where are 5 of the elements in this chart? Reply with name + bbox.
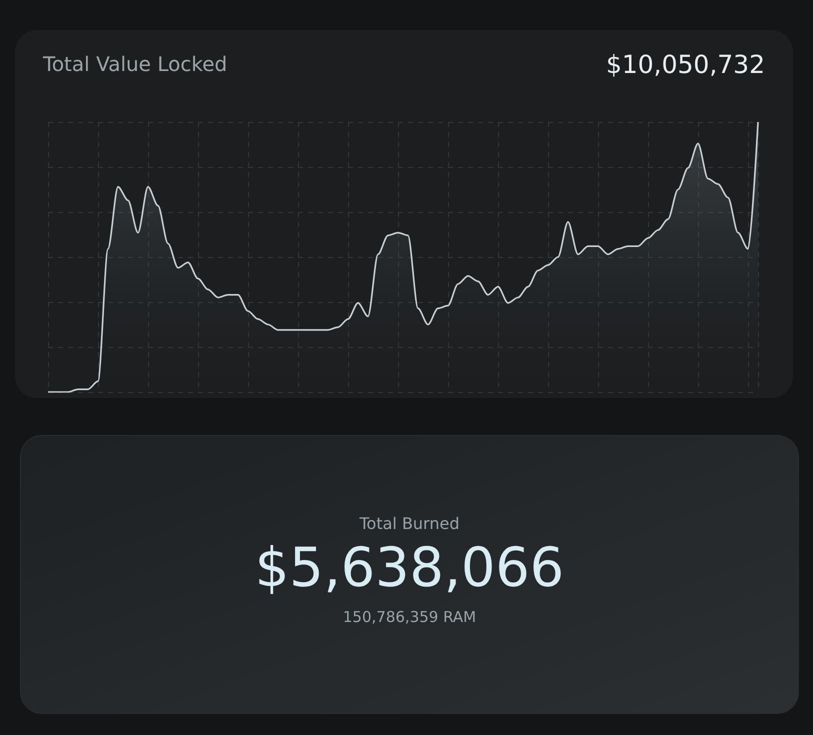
text: $5,638,066 [254, 536, 566, 599]
text: Total Burned [358, 514, 460, 533]
chart-title: Total Value Locked [43, 52, 228, 76]
text: $10,050,732 [606, 50, 765, 79]
text: 150,786,359 RAM [342, 608, 478, 626]
